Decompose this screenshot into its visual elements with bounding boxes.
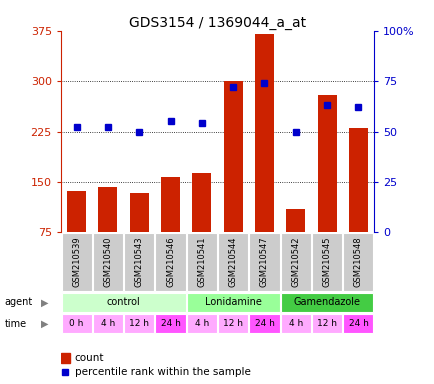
Bar — [348, 128, 367, 232]
Bar — [249, 314, 279, 333]
Bar — [280, 293, 373, 312]
Text: time: time — [4, 318, 26, 329]
Text: GSM210544: GSM210544 — [228, 237, 237, 287]
Bar — [186, 233, 217, 291]
Text: Lonidamine: Lonidamine — [204, 297, 261, 308]
Bar — [98, 187, 117, 232]
Bar — [186, 293, 279, 312]
Title: GDS3154 / 1369044_a_at: GDS3154 / 1369044_a_at — [128, 16, 306, 30]
Text: agent: agent — [4, 297, 33, 308]
Bar — [286, 209, 305, 232]
Text: GSM210548: GSM210548 — [353, 237, 362, 287]
Text: 24 h: 24 h — [160, 319, 180, 328]
Bar — [155, 314, 185, 333]
Text: 24 h: 24 h — [254, 319, 274, 328]
Text: 12 h: 12 h — [316, 319, 336, 328]
Text: GSM210543: GSM210543 — [135, 237, 143, 287]
Bar — [61, 353, 69, 363]
Bar — [92, 233, 123, 291]
Bar — [217, 314, 248, 333]
Bar — [317, 94, 336, 232]
Text: control: control — [106, 297, 140, 308]
Bar — [161, 177, 180, 232]
Bar — [342, 233, 373, 291]
Text: count: count — [75, 353, 104, 363]
Bar — [61, 293, 185, 312]
Text: 12 h: 12 h — [129, 319, 149, 328]
Text: Gamendazole: Gamendazole — [293, 297, 360, 308]
Bar — [311, 314, 342, 333]
Text: GSM210539: GSM210539 — [72, 237, 81, 287]
Text: 12 h: 12 h — [223, 319, 243, 328]
Bar — [311, 233, 342, 291]
Text: GSM210541: GSM210541 — [197, 237, 206, 287]
Text: ▶: ▶ — [41, 318, 49, 329]
Bar — [217, 233, 248, 291]
Text: GSM210546: GSM210546 — [166, 237, 174, 287]
Bar — [186, 314, 217, 333]
Bar — [254, 34, 273, 232]
Bar — [67, 191, 86, 232]
Bar — [124, 233, 154, 291]
Bar — [223, 81, 242, 232]
Bar — [129, 194, 148, 232]
Text: GSM210547: GSM210547 — [260, 237, 268, 287]
Bar — [92, 314, 123, 333]
Bar — [61, 314, 92, 333]
Bar — [61, 233, 92, 291]
Text: 4 h: 4 h — [288, 319, 302, 328]
Bar — [280, 314, 310, 333]
Bar — [342, 314, 373, 333]
Bar — [155, 233, 185, 291]
Bar — [192, 173, 211, 232]
Text: GSM210540: GSM210540 — [103, 237, 112, 287]
Bar — [124, 314, 154, 333]
Text: 4 h: 4 h — [101, 319, 115, 328]
Text: 24 h: 24 h — [348, 319, 368, 328]
Text: GSM210545: GSM210545 — [322, 237, 331, 287]
Bar — [249, 233, 279, 291]
Text: 0 h: 0 h — [69, 319, 84, 328]
Text: GSM210542: GSM210542 — [291, 237, 299, 287]
Text: percentile rank within the sample: percentile rank within the sample — [75, 367, 250, 377]
Text: 4 h: 4 h — [194, 319, 208, 328]
Bar — [280, 233, 310, 291]
Text: ▶: ▶ — [41, 297, 49, 308]
